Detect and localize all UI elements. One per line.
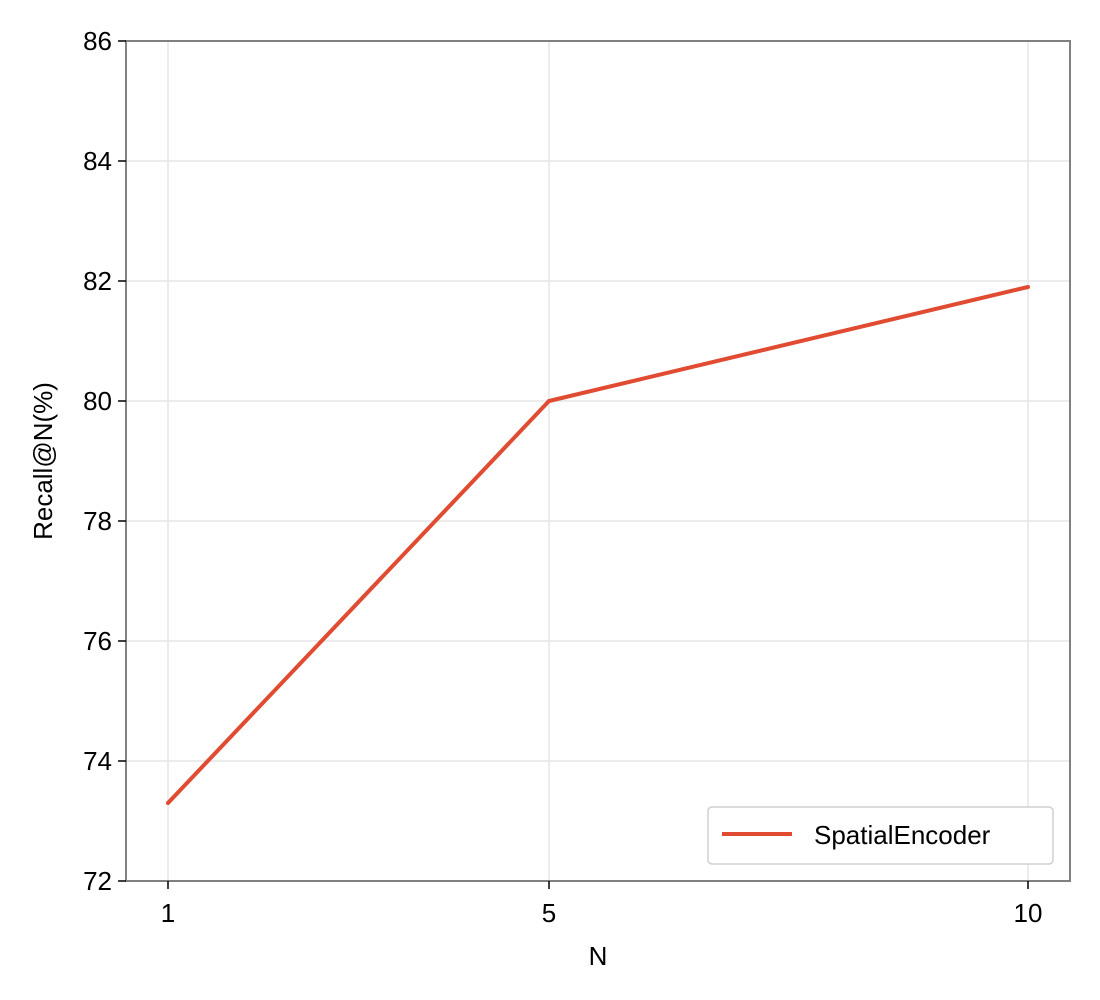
y-tick-label: 76	[83, 626, 112, 656]
x-tick-label: 5	[542, 898, 556, 928]
series-line	[166, 285, 1029, 805]
data-point	[166, 801, 170, 805]
y-tick-label: 82	[83, 266, 112, 296]
x-axis-label: N	[589, 941, 608, 971]
y-axis-ticks: 72 74 76 78 80 82 84 86	[83, 26, 126, 896]
legend-box	[707, 806, 1054, 865]
data-point	[1026, 285, 1030, 289]
x-axis-ticks: 1 5 10	[161, 881, 1043, 928]
x-tick-label: 10	[1014, 898, 1043, 928]
legend: SpatialEncoder	[707, 806, 1054, 865]
x-tick-label: 1	[161, 898, 175, 928]
y-tick-label: 86	[83, 26, 112, 56]
series-lines	[166, 285, 1030, 805]
y-tick-label: 84	[83, 146, 112, 176]
grid-lines	[126, 41, 1070, 881]
y-axis-label: Recall@N(%)	[28, 382, 58, 540]
y-tick-label: 80	[83, 386, 112, 416]
data-point	[547, 399, 551, 403]
plot-frame	[125, 40, 1071, 882]
y-tick-label: 74	[83, 746, 112, 776]
legend-label: SpatialEncoder	[814, 820, 991, 850]
y-tick-label: 72	[83, 866, 112, 896]
y-tick-label: 78	[83, 506, 112, 536]
